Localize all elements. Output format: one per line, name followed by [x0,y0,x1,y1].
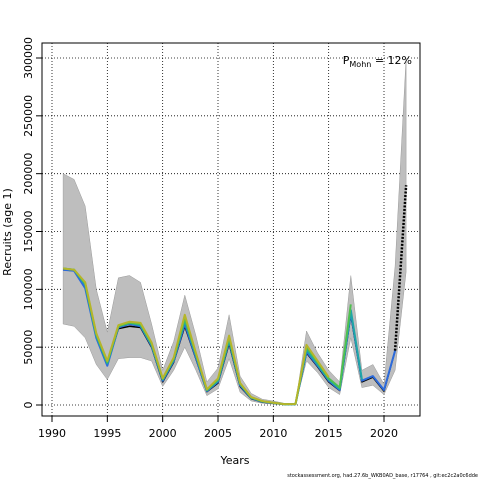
y-tick-label: 250000 [22,95,35,137]
series-line-5 [62,267,330,406]
mohn-rho-annotation: PMohn = 12% [343,54,412,69]
y-tick-label: 200000 [22,153,35,195]
x-tick-label: 2015 [315,427,343,440]
projection-segment [393,185,408,351]
y-tick-label: 50000 [22,330,35,365]
x-axis: 1990 1995 2000 2005 2010 2015 2020 [38,415,398,440]
series-lines [62,267,397,406]
y-axis: 0 50000 100000 150000 200000 250000 300000 [22,37,43,409]
x-tick-label: 2020 [370,427,398,440]
annotation-symbol: P [343,54,350,67]
x-axis-title: Years [219,454,249,467]
y-tick-label: 150000 [22,211,35,253]
x-tick-label: 1995 [93,427,121,440]
y-tick-label: 0 [22,402,35,409]
confidence-band [62,57,407,406]
grid-lines [42,43,420,416]
y-axis-title: Recruits (age 1) [1,188,14,276]
y-tick-label: 100000 [22,268,35,310]
x-tick-label: 1990 [38,427,66,440]
x-tick-label: 2005 [204,427,232,440]
projection-line [393,185,408,351]
x-tick-label: 2010 [259,427,287,440]
annotation-value: = 12% [371,54,412,67]
source-note: stockassessment.org, had.27.6b_WKB0AD_ba… [287,473,478,479]
y-tick-label: 300000 [22,37,35,79]
x-tick-label: 2000 [149,427,177,440]
annotation-subscript: Mohn [349,60,371,69]
